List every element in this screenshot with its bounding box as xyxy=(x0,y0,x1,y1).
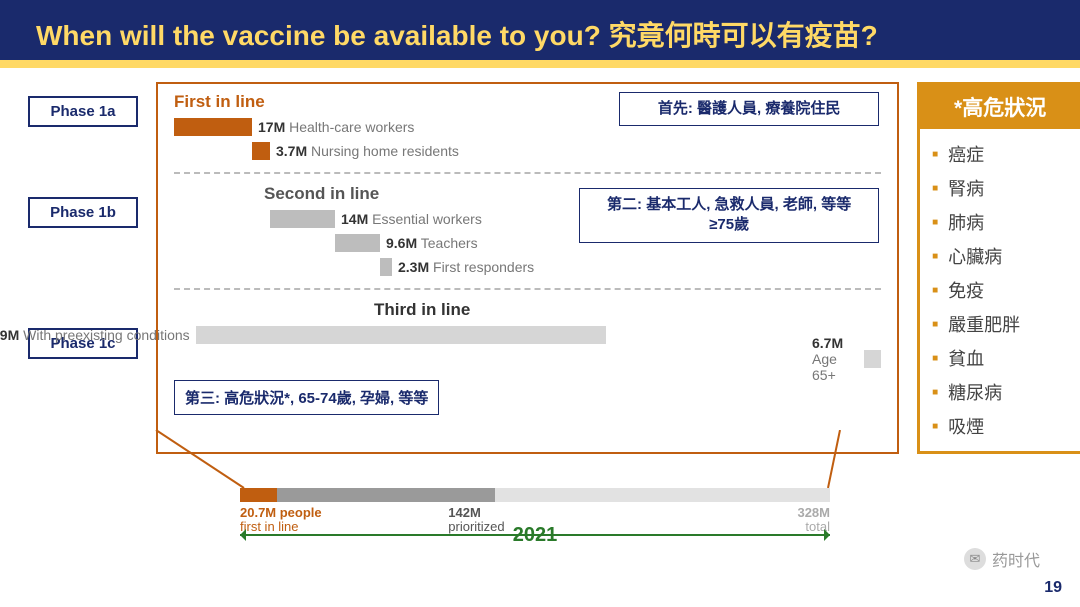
page-number: 19 xyxy=(1044,579,1062,597)
timeline-bar xyxy=(240,488,830,502)
risk-item: 癌症 xyxy=(932,137,1068,171)
bar xyxy=(252,142,270,160)
risk-item: 吸煙 xyxy=(932,409,1068,443)
phase-labels-column: Phase 1a Phase 1b Phase 1c xyxy=(28,82,138,454)
phase-1b-label: Phase 1b xyxy=(28,197,138,228)
watermark-text: 药时代 xyxy=(992,547,1040,571)
bar-label: 6.7M Age 65+ xyxy=(812,335,858,383)
callout-first: 首先: 醫護人員, 療養院住民 xyxy=(619,92,879,126)
risk-item: 貧血 xyxy=(932,341,1068,375)
bar-label: 3.7M Nursing home residents xyxy=(276,143,459,159)
bars-third: 89M With preexisting conditions6.7M Age … xyxy=(174,324,881,370)
bar xyxy=(380,258,392,276)
chart-panel: First in line 17M Health-care workers3.7… xyxy=(156,82,899,454)
timeline-segment xyxy=(495,488,830,502)
timeline-segment xyxy=(240,488,277,502)
risk-panel: *高危狀況 癌症腎病肺病心臟病免疫嚴重肥胖貧血糖尿病吸煙 xyxy=(917,82,1080,454)
bar xyxy=(174,118,252,136)
phase-1a-label: Phase 1a xyxy=(28,96,138,127)
risk-item: 肺病 xyxy=(932,205,1068,239)
callout-third: 第三: 高危狀況*, 65-74歲, 孕婦, 等等 xyxy=(174,380,439,415)
bar xyxy=(270,210,335,228)
bar-row: 2.3M First responders xyxy=(174,256,881,278)
timeline-segment xyxy=(277,488,495,502)
bar-label: 2.3M First responders xyxy=(398,259,534,275)
bar-row: 3.7M Nursing home residents xyxy=(174,140,881,162)
main-content: Phase 1a Phase 1b Phase 1c First in line… xyxy=(0,68,1080,462)
slide-header: When will the vaccine be available to yo… xyxy=(0,0,1080,68)
bar-row: 6.7M Age 65+ xyxy=(806,348,881,370)
bar xyxy=(196,326,606,344)
bar xyxy=(335,234,380,252)
timeline-year: 2021 xyxy=(240,524,830,547)
separator-1 xyxy=(174,172,881,174)
bar-label: 89M With preexisting conditions xyxy=(0,327,190,343)
risk-header: *高危狀況 xyxy=(920,85,1080,129)
risk-item: 嚴重肥胖 xyxy=(932,307,1068,341)
group-third-title: Third in line xyxy=(374,300,881,320)
wechat-icon: ✉ xyxy=(964,548,986,570)
risk-item: 腎病 xyxy=(932,171,1068,205)
bar-label: 17M Health-care workers xyxy=(258,119,414,135)
bar-label: 9.6M Teachers xyxy=(386,235,478,251)
slide-title: When will the vaccine be available to yo… xyxy=(36,14,878,54)
risk-list: 癌症腎病肺病心臟病免疫嚴重肥胖貧血糖尿病吸煙 xyxy=(920,129,1080,451)
callout-second: 第二: 基本工人, 急救人員, 老師, 等等 ≥75歲 xyxy=(579,188,879,243)
risk-item: 心臟病 xyxy=(932,239,1068,273)
bar-row: 89M With preexisting conditions xyxy=(0,324,881,346)
risk-item: 免疫 xyxy=(932,273,1068,307)
watermark: ✉ 药时代 xyxy=(964,547,1040,571)
bar xyxy=(864,350,881,368)
bar-label: 14M Essential workers xyxy=(341,211,482,227)
separator-2 xyxy=(174,288,881,290)
risk-item: 糖尿病 xyxy=(932,375,1068,409)
